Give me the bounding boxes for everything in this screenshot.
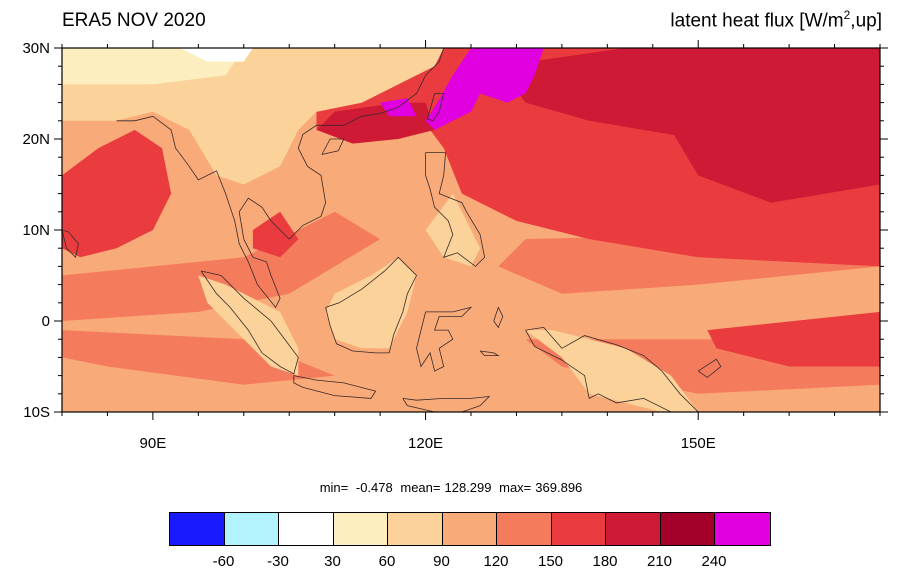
max-label: max= — [499, 480, 532, 495]
flux-field — [62, 48, 880, 412]
region-bay-band — [62, 211, 381, 321]
region-bay-of-bengal — [62, 129, 172, 258]
coastline-philippines — [425, 152, 486, 267]
longitude-label: 90E — [140, 435, 167, 452]
colorbar-swatch — [497, 513, 552, 545]
longitude-labels: 90E 120E 150E — [140, 435, 716, 452]
colorbar-swatch — [551, 513, 606, 545]
units-tail: ,up] — [850, 10, 882, 32]
coastline-borneo — [325, 256, 417, 354]
map-title-right: latent heat flux [W/m2,up] — [670, 8, 882, 32]
coastline-lesser-sundas — [402, 395, 491, 413]
map-title-left: ERA5 NOV 2020 — [62, 10, 206, 31]
colorbar-swatch — [442, 513, 497, 545]
region-crimson-north — [498, 48, 880, 149]
coastline-sumatra — [200, 270, 299, 375]
colorbar-swatch — [660, 513, 715, 545]
axis-ticks — [54, 40, 888, 420]
coastline-sulawesi — [416, 306, 473, 372]
colorbar-label: 240 — [701, 553, 727, 570]
coastlines — [61, 47, 722, 413]
colorbar-label: -30 — [267, 553, 289, 570]
colorbar-swatch — [170, 513, 225, 545]
mean-label: mean= — [400, 480, 441, 495]
colorbar-label: 120 — [483, 553, 509, 570]
latitude-label: 20N — [22, 131, 50, 148]
min-label: min= — [319, 480, 349, 495]
coastline-new-britain — [697, 358, 722, 378]
colorbar-swatch — [224, 513, 279, 545]
region-indian-ocean-band — [62, 330, 335, 385]
coastline-buru — [479, 350, 500, 357]
latitude-label: 0 — [42, 313, 50, 330]
coastline-halmahera — [493, 306, 504, 329]
colorbar-swatch — [388, 513, 443, 545]
max-value: 369.896 — [535, 480, 583, 495]
colorbar-swatch — [279, 513, 334, 545]
coastline-asia-mainland — [116, 47, 445, 309]
colorbar-label: 30 — [324, 553, 341, 570]
colorbar-label: 90 — [433, 553, 450, 570]
mean-value: 128.299 — [444, 480, 492, 495]
coastline-sri-lanka — [61, 229, 79, 259]
colorbar-label: 210 — [646, 553, 673, 570]
coastline-taiwan — [427, 93, 445, 122]
units-superscript: 2 — [843, 8, 851, 22]
colorbar-label: 60 — [378, 553, 396, 570]
longitude-label: 120E — [408, 435, 443, 452]
colorbar-label: -60 — [212, 553, 235, 570]
colorbar-swatch — [715, 513, 770, 545]
latitude-label: 30N — [22, 40, 50, 57]
region-white-plateau — [180, 48, 253, 62]
min-value: -0.478 — [355, 480, 393, 495]
region-extreme-east-china-sea — [425, 48, 544, 130]
region-pacific-south-red — [707, 311, 880, 367]
longitude-label: 150E — [681, 435, 716, 452]
latitude-label: 10N — [22, 222, 50, 239]
colorbar-label: 180 — [592, 553, 618, 570]
colorbar-swatch — [606, 513, 661, 545]
region-light-north — [62, 48, 244, 85]
colorbar-label: 150 — [537, 553, 564, 570]
colorbar-swatch — [333, 513, 388, 545]
units-text: latent heat flux [W/m — [670, 10, 844, 32]
region-borneo — [325, 257, 417, 349]
region-crimson-east — [671, 120, 880, 203]
coastline-hainan — [321, 138, 345, 155]
region-new-guinea — [525, 330, 699, 412]
latitude-labels: 30N 20N 10N 0 10S — [22, 40, 50, 421]
coastline-java — [293, 375, 377, 399]
colorbar — [169, 512, 771, 546]
latitude-label: 10S — [23, 404, 50, 421]
region-gulf-thailand — [252, 211, 299, 258]
stats-line: min= -0.478 mean= 128.299 max= 369.896 — [0, 480, 902, 495]
